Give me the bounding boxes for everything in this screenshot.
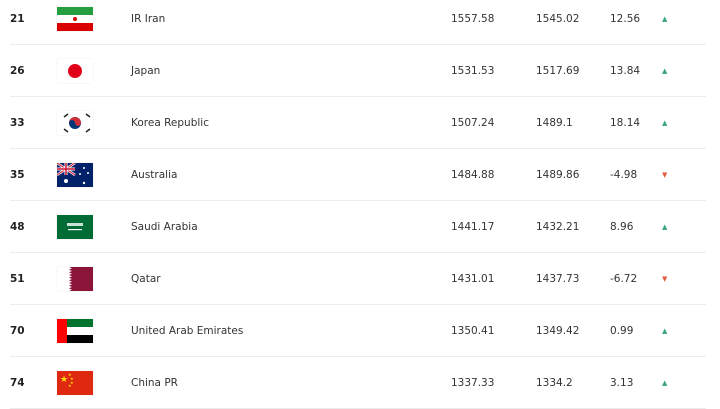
points-change: 13.84 bbox=[610, 65, 641, 77]
svg-text:★: ★ bbox=[68, 383, 72, 388]
points-change: 18.14 bbox=[610, 117, 641, 129]
rank: 74 bbox=[10, 377, 25, 389]
row-divider bbox=[10, 356, 706, 357]
previous-points: 1349.42 bbox=[536, 325, 580, 337]
japan-flag-icon bbox=[57, 59, 93, 83]
table-row[interactable]: 70 United Arab Emirates 1350.41 1349.42 0.99… bbox=[0, 305, 720, 357]
arrow-up-icon: ▲ bbox=[662, 67, 668, 75]
arrow-down-icon: ▼ bbox=[662, 275, 668, 283]
previous-points: 1489.1 bbox=[536, 117, 573, 129]
rank: 48 bbox=[10, 221, 25, 233]
points-change: 0.99 bbox=[610, 325, 634, 337]
points-change: 8.96 bbox=[610, 221, 634, 233]
previous-points: 1437.73 bbox=[536, 273, 580, 285]
iran-flag-icon bbox=[57, 7, 93, 31]
table-row[interactable]: 74 ★ ★ ★ ★ ★ China PR 1337.33 1334.2 3.13 ▲ bbox=[0, 357, 720, 409]
total-points: 1431.01 bbox=[451, 273, 495, 285]
table-row[interactable]: 35 Australia 1484.88 1489.86 -4.98 ▼ bbox=[0, 149, 720, 201]
table-row[interactable]: 26 Japan 1531.53 1517.69 13.84 ▲ bbox=[0, 45, 720, 97]
table-row[interactable]: 33 Korea Republic 1507.24 1489.1 18.14 ▲ bbox=[0, 97, 720, 149]
total-points: 1337.33 bbox=[451, 377, 495, 389]
row-divider bbox=[10, 200, 706, 201]
arrow-up-icon: ▲ bbox=[662, 119, 668, 127]
saudi-arabia-flag-icon bbox=[57, 215, 93, 239]
table-row[interactable]: 51 Qatar 1431.01 1437.73 -6.72 ▼ bbox=[0, 253, 720, 305]
team-name[interactable]: China PR bbox=[131, 377, 178, 389]
svg-text:★: ★ bbox=[70, 380, 74, 385]
china-flag-icon: ★ ★ ★ ★ ★ bbox=[57, 371, 93, 395]
arrow-up-icon: ▲ bbox=[662, 15, 668, 23]
team-name[interactable]: Korea Republic bbox=[131, 117, 209, 129]
svg-text:★: ★ bbox=[68, 372, 72, 377]
rank: 21 bbox=[10, 13, 25, 25]
total-points: 1531.53 bbox=[451, 65, 495, 77]
team-name[interactable]: IR Iran bbox=[131, 13, 166, 25]
points-change: 3.13 bbox=[610, 377, 634, 389]
team-name[interactable]: Australia bbox=[131, 169, 178, 181]
team-name[interactable]: Japan bbox=[131, 65, 161, 77]
uae-flag-icon bbox=[57, 319, 93, 343]
rank: 51 bbox=[10, 273, 25, 285]
total-points: 1350.41 bbox=[451, 325, 495, 337]
previous-points: 1517.69 bbox=[536, 65, 580, 77]
table-row[interactable]: 21 IR Iran 1557.58 1545.02 12.56 ▲ bbox=[0, 0, 720, 45]
previous-points: 1334.2 bbox=[536, 377, 573, 389]
team-name[interactable]: Saudi Arabia bbox=[131, 221, 198, 233]
points-change: -6.72 bbox=[610, 273, 638, 285]
row-divider bbox=[10, 304, 706, 305]
points-change: 12.56 bbox=[610, 13, 641, 25]
previous-points: 1545.02 bbox=[536, 13, 580, 25]
rank: 26 bbox=[10, 65, 25, 77]
arrow-up-icon: ▲ bbox=[662, 327, 668, 335]
arrow-down-icon: ▼ bbox=[662, 171, 668, 179]
previous-points: 1432.21 bbox=[536, 221, 580, 233]
team-name[interactable]: Qatar bbox=[131, 273, 161, 285]
team-name[interactable]: United Arab Emirates bbox=[131, 325, 244, 337]
rank: 33 bbox=[10, 117, 25, 129]
row-divider bbox=[10, 44, 706, 45]
previous-points: 1489.86 bbox=[536, 169, 580, 181]
korea-flag-icon bbox=[57, 111, 93, 135]
row-divider bbox=[10, 96, 706, 97]
total-points: 1441.17 bbox=[451, 221, 495, 233]
points-change: -4.98 bbox=[610, 169, 638, 181]
arrow-up-icon: ▲ bbox=[662, 379, 668, 387]
rank: 35 bbox=[10, 169, 25, 181]
svg-text:★: ★ bbox=[60, 375, 68, 385]
svg-text:★: ★ bbox=[70, 376, 74, 381]
arrow-up-icon: ▲ bbox=[662, 223, 668, 231]
total-points: 1507.24 bbox=[451, 117, 495, 129]
rank: 70 bbox=[10, 325, 25, 337]
australia-flag-icon bbox=[57, 163, 93, 187]
row-divider bbox=[10, 148, 706, 149]
qatar-flag-icon bbox=[57, 267, 93, 291]
table-row[interactable]: 48 Saudi Arabia 1441.17 1432.21 8.96 ▲ bbox=[0, 201, 720, 253]
total-points: 1484.88 bbox=[451, 169, 495, 181]
row-divider bbox=[10, 252, 706, 253]
total-points: 1557.58 bbox=[451, 13, 495, 25]
